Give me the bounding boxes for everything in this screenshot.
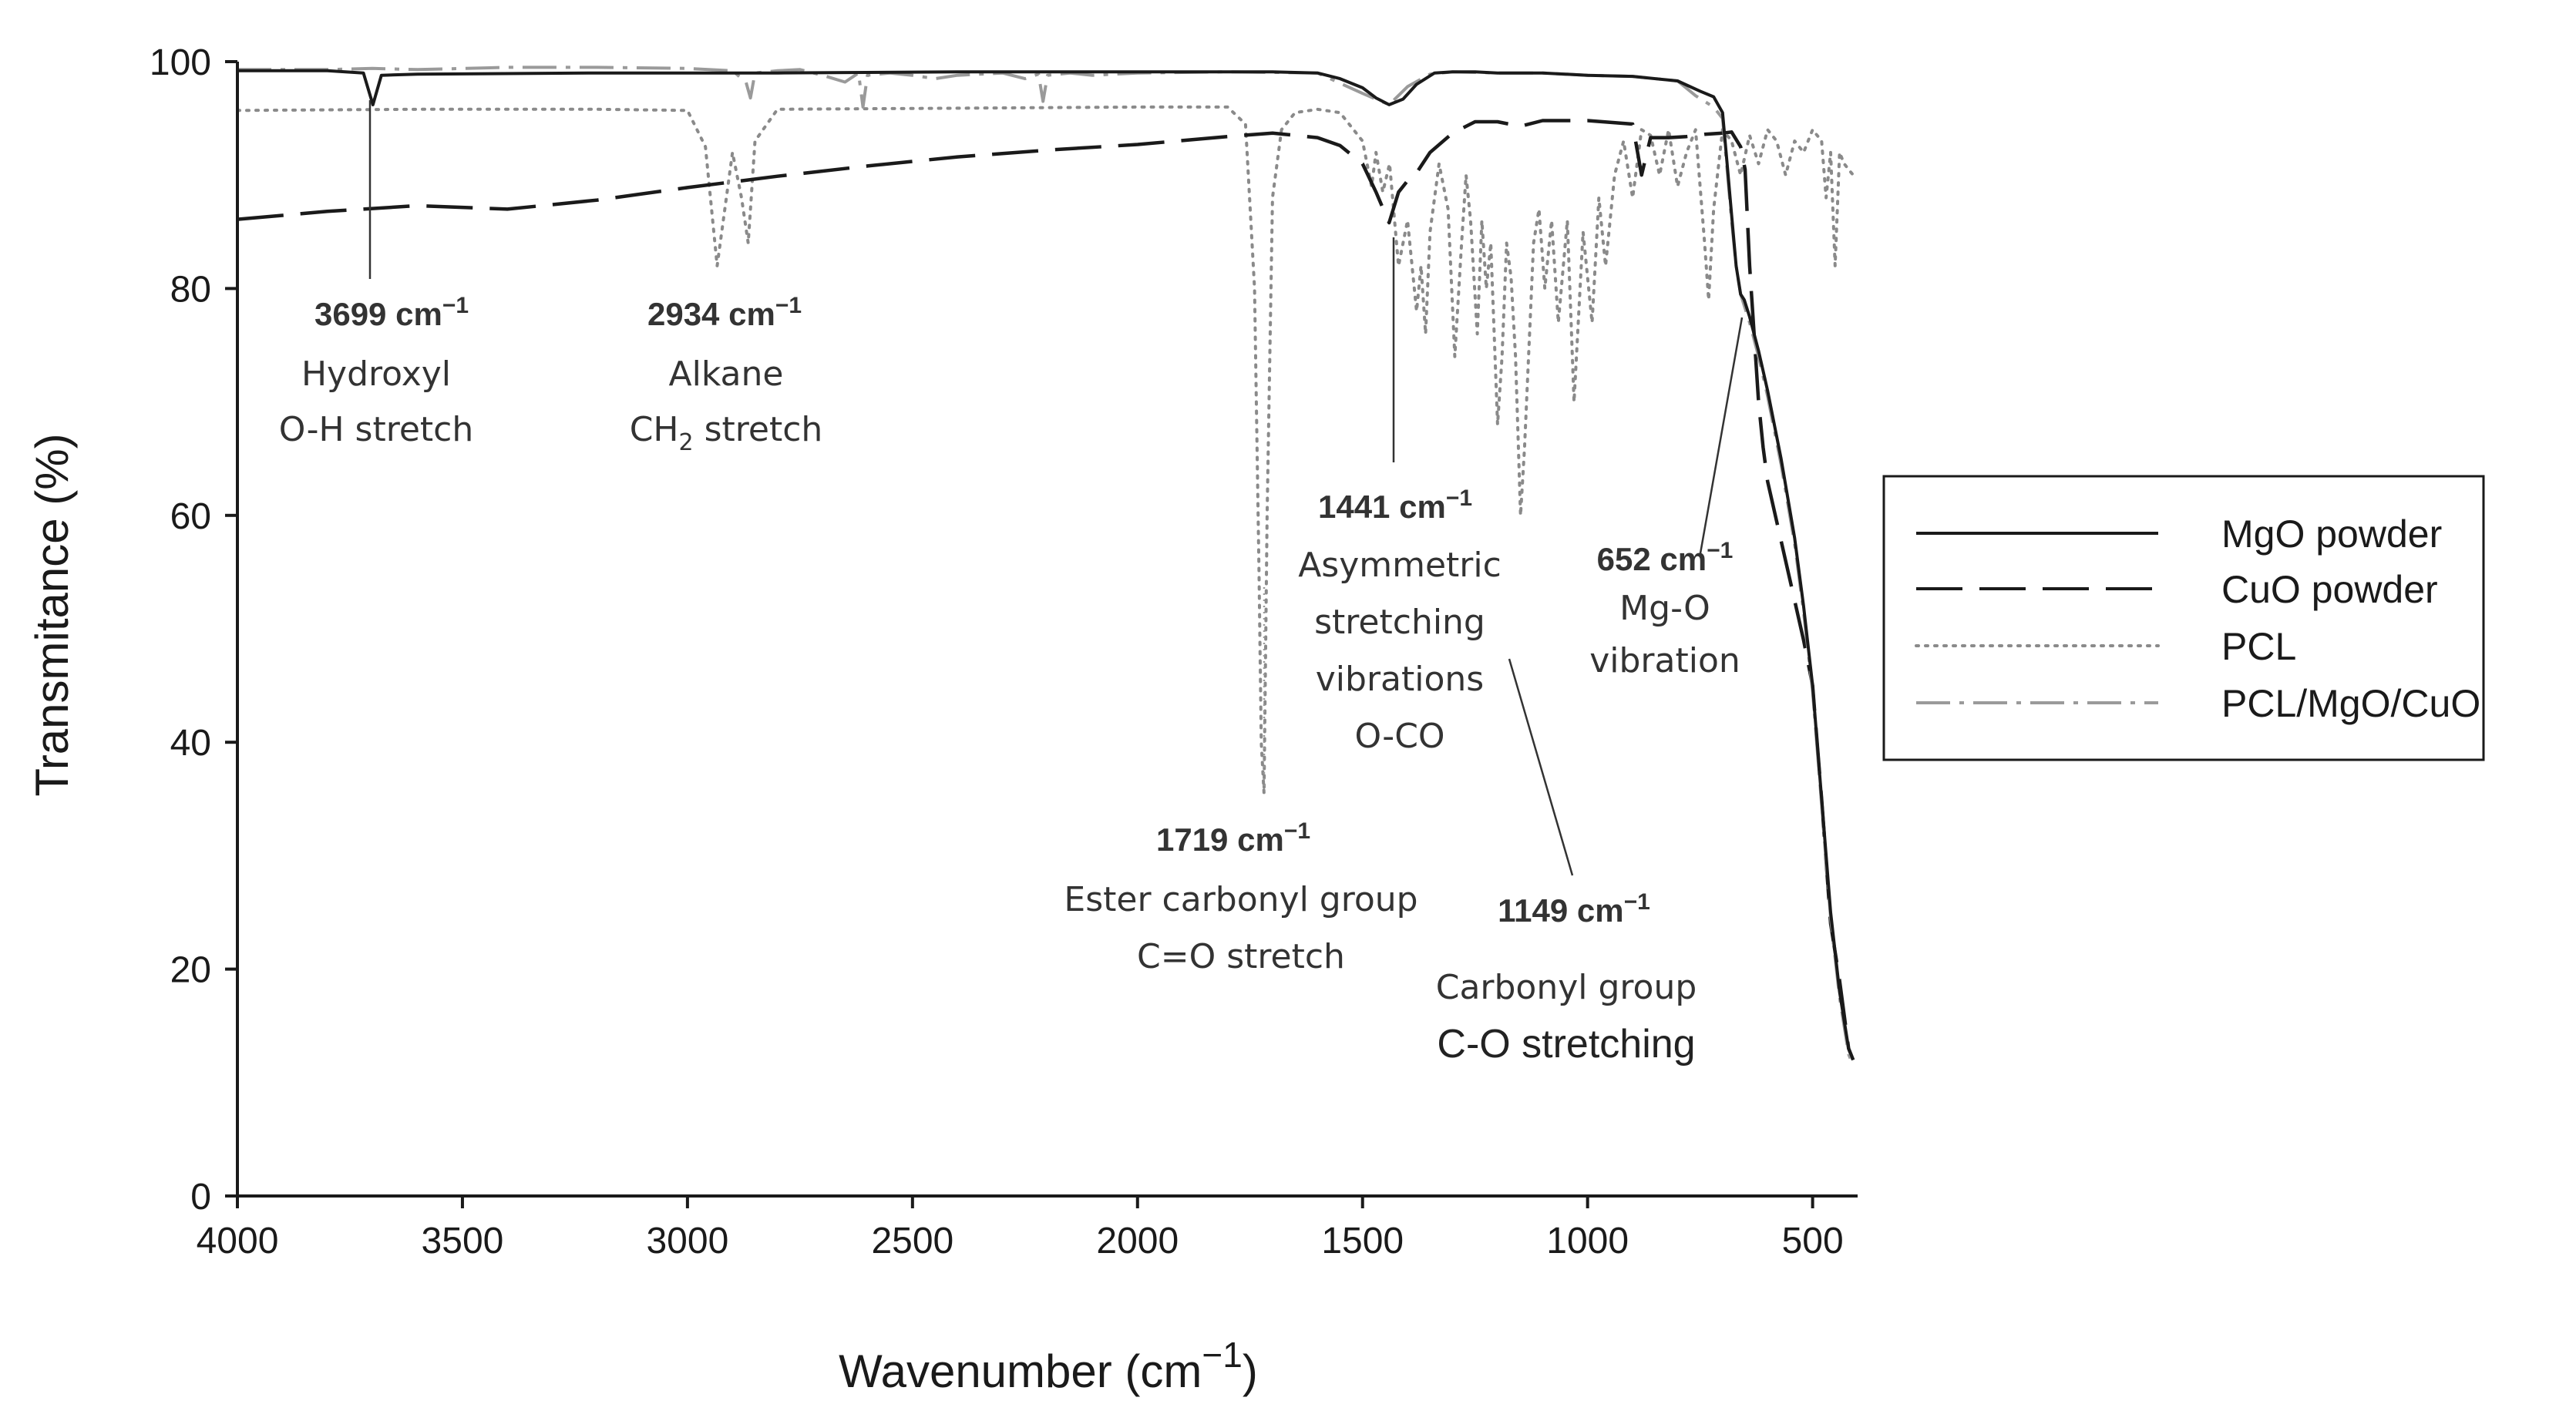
y-tick-label: 80 xyxy=(170,269,211,310)
annotation-label: C-O stretching xyxy=(1437,1022,1695,1067)
annotation-label: stretching xyxy=(1314,603,1485,642)
series-line-mgo-powder xyxy=(237,69,1855,1061)
legend-label: MgO powder xyxy=(2221,512,2442,556)
leader-652 xyxy=(1699,317,1744,554)
ticks: 4000 3500 3000 2500 2000 1500 1000 500 0 20 40 60 80… xyxy=(150,42,1844,1261)
annotation-wavenumber: 1149 cm−1 xyxy=(1498,889,1650,929)
x-tick-label: 500 xyxy=(1782,1221,1844,1261)
annotation-wavenumber: 2934 cm−1 xyxy=(647,293,802,332)
y-tick-label: 60 xyxy=(170,496,211,537)
annotation-wavenumber: 652 cm−1 xyxy=(1597,538,1734,577)
y-tick-label: 20 xyxy=(170,950,211,991)
annotation-2934: 2934 cm−1 Alkane CH2 stretch xyxy=(630,293,823,456)
y-tick-label: 0 xyxy=(190,1177,211,1218)
y-tick-label: 40 xyxy=(170,723,211,764)
legend-label: CuO powder xyxy=(2221,568,2438,611)
annotation-wavenumber: 1441 cm−1 xyxy=(1318,485,1472,525)
x-tick-label: 3000 xyxy=(646,1221,728,1261)
annotation-wavenumber: 3699 cm−1 xyxy=(314,293,469,332)
x-tick-label: 2000 xyxy=(1096,1221,1179,1261)
annotation-label: O-CO xyxy=(1354,717,1444,756)
annotation-label: vibrations xyxy=(1316,660,1484,699)
annotation-label: C=O stretch xyxy=(1137,937,1345,976)
annotation-1441: 1441 cm−1 Asymmetric stretching vibratio… xyxy=(1298,485,1502,756)
annotation-label: vibration xyxy=(1589,641,1740,680)
annotation-label: Alkane xyxy=(669,354,784,394)
annotation-label: O-H stretch xyxy=(279,410,474,449)
legend-label: PCL/MgO/CuO xyxy=(2221,682,2480,725)
legend: MgO powder CuO powder PCL PCL/MgO/CuO xyxy=(1882,475,2485,761)
annotation-label: Ester carbonyl group xyxy=(1064,880,1417,919)
x-tick-label: 3500 xyxy=(422,1221,504,1261)
annotation-label: Mg-O xyxy=(1619,589,1710,628)
annotation-3699: 3699 cm−1 Hydroxyl O-H stretch xyxy=(279,293,474,449)
annotation-wavenumber: 1719 cm−1 xyxy=(1156,818,1310,858)
annotation-1719: 1719 cm−1 Ester carbonyl group C=O stret… xyxy=(1064,818,1417,976)
y-tick-label: 100 xyxy=(150,42,211,83)
legend-box xyxy=(1882,475,2485,761)
annotation-label: Hydroxyl xyxy=(301,354,451,394)
x-tick-label: 1500 xyxy=(1321,1221,1404,1261)
annotation-label: Carbonyl group xyxy=(1436,968,1697,1007)
x-tick-label: 4000 xyxy=(197,1221,279,1261)
annotation-label: Asymmetric xyxy=(1298,546,1502,585)
legend-label: PCL xyxy=(2221,625,2296,668)
annotation-1149: 1149 cm−1 Carbonyl group C-O stretching xyxy=(1436,889,1697,1067)
annotation-652: 652 cm−1 Mg-O vibration xyxy=(1589,538,1740,680)
x-tick-label: 2500 xyxy=(871,1221,953,1261)
series-layer xyxy=(236,66,1855,1067)
x-axis-title: Wavenumber (cm−1) xyxy=(839,1335,1258,1397)
y-axis-title: Transmitance (%) xyxy=(26,433,78,796)
leader-1149 xyxy=(1508,658,1574,876)
x-tick-label: 1000 xyxy=(1546,1221,1629,1261)
annotation-leaders xyxy=(368,100,1744,876)
series-line-pcl xyxy=(236,105,1855,795)
annotation-label: CH2 stretch xyxy=(630,410,823,456)
